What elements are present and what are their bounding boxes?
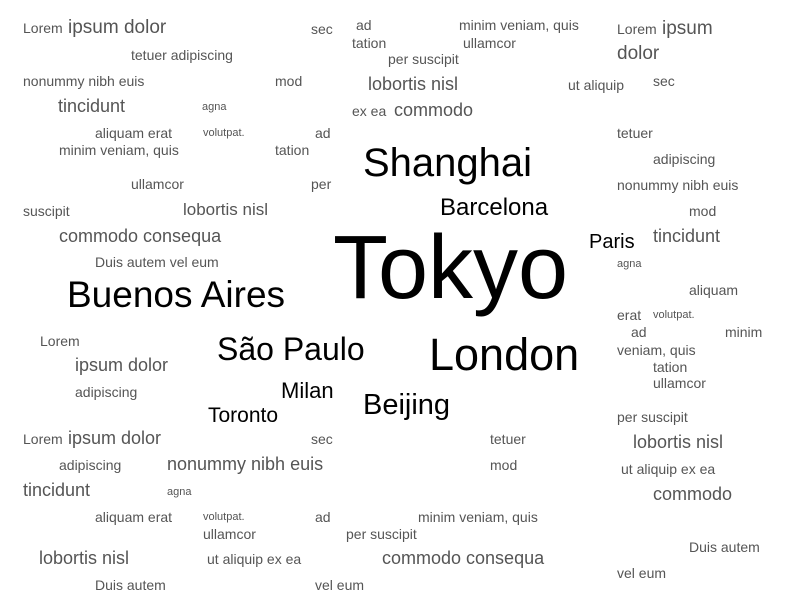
filler-word: sec bbox=[311, 431, 333, 447]
filler-word: agna bbox=[167, 486, 192, 498]
filler-word: ipsum dolor bbox=[68, 428, 162, 448]
filler-word: nonummy nibh euis bbox=[167, 454, 324, 474]
city-barcelona: Barcelona bbox=[440, 194, 549, 221]
city-sao-paulo: São Paulo bbox=[217, 331, 365, 367]
filler-word: lobortis nisl bbox=[633, 432, 724, 452]
city-london: London bbox=[429, 329, 580, 380]
filler-word: ullamcor bbox=[653, 375, 706, 391]
filler-word: per bbox=[311, 176, 332, 192]
filler-word: tation bbox=[275, 142, 310, 158]
filler-word: volutpat. bbox=[203, 127, 245, 139]
filler-word: aliquam bbox=[689, 282, 739, 298]
filler-word: adipiscing bbox=[653, 151, 716, 167]
filler-word: sec bbox=[311, 21, 333, 37]
filler-word: mod bbox=[490, 457, 518, 473]
city-shanghai: Shanghai bbox=[363, 141, 533, 185]
city-toronto: Toronto bbox=[208, 404, 279, 427]
filler-word: vel eum bbox=[617, 565, 667, 581]
filler-word: mod bbox=[689, 203, 717, 219]
filler-word: veniam, quis bbox=[617, 342, 696, 358]
filler-word: minim veniam, quis bbox=[59, 142, 179, 158]
filler-word: suscipit bbox=[23, 203, 70, 219]
filler-word: Lorem bbox=[23, 20, 63, 36]
filler-word: volutpat. bbox=[653, 309, 695, 321]
filler-word: vel eum bbox=[315, 577, 365, 593]
city-paris: Paris bbox=[589, 231, 635, 253]
filler-word: ut aliquip ex ea bbox=[207, 551, 302, 567]
filler-word: Lorem bbox=[40, 333, 80, 349]
filler-word: commodo consequa bbox=[382, 548, 545, 568]
filler-word: ex ea bbox=[352, 103, 387, 119]
filler-word: tincidunt bbox=[23, 480, 91, 500]
filler-word: tetuer bbox=[617, 125, 653, 141]
filler-word: ad bbox=[315, 509, 331, 525]
filler-word: commodo bbox=[653, 484, 733, 504]
filler-word: per suscipit bbox=[617, 409, 688, 425]
filler-word: ullamcor bbox=[131, 176, 184, 192]
filler-word: minim veniam, quis bbox=[418, 509, 538, 525]
filler-word: adipiscing bbox=[59, 457, 122, 473]
filler-word: lobortis nisl bbox=[183, 200, 269, 219]
filler-word: tincidunt bbox=[653, 226, 721, 246]
filler-word: ad bbox=[631, 324, 647, 340]
filler-word: commodo bbox=[394, 100, 474, 120]
filler-word: minim bbox=[725, 324, 763, 340]
filler-word: ad bbox=[315, 125, 331, 141]
filler-word: mod bbox=[275, 73, 303, 89]
city-beijing: Beijing bbox=[363, 389, 451, 421]
filler-word: tetuer bbox=[490, 431, 526, 447]
filler-word: volutpat. bbox=[203, 511, 245, 523]
filler-word: ut aliquip ex ea bbox=[621, 461, 716, 477]
filler-word: Duis autem vel eum bbox=[95, 254, 219, 270]
filler-word: ullamcor bbox=[203, 526, 256, 542]
filler-word: ipsum bbox=[662, 18, 713, 39]
filler-word: per suscipit bbox=[388, 51, 459, 67]
filler-word: lobortis nisl bbox=[368, 74, 459, 94]
filler-word: tetuer adipiscing bbox=[131, 47, 233, 63]
filler-word: commodo consequa bbox=[59, 226, 222, 246]
filler-word: Duis autem bbox=[95, 577, 166, 593]
filler-word: erat bbox=[617, 307, 642, 323]
filler-word: ut aliquip bbox=[568, 77, 625, 93]
filler-word: tincidunt bbox=[58, 96, 126, 116]
filler-word: ipsum dolor bbox=[68, 17, 167, 38]
city-milan: Milan bbox=[281, 378, 334, 403]
filler-word: ullamcor bbox=[463, 35, 516, 51]
filler-word: Lorem bbox=[23, 431, 63, 447]
filler-word: lobortis nisl bbox=[39, 548, 130, 568]
filler-word: agna bbox=[202, 101, 227, 113]
filler-word: minim veniam, quis bbox=[459, 17, 579, 33]
filler-word: tation bbox=[352, 35, 387, 51]
filler-word: sec bbox=[653, 73, 675, 89]
city-tokyo: Tokyo bbox=[333, 218, 569, 318]
filler-word: Duis autem bbox=[689, 539, 760, 555]
filler-word: tation bbox=[653, 359, 688, 375]
city-buenos-aires: Buenos Aires bbox=[67, 274, 286, 315]
filler-word: ipsum dolor bbox=[75, 355, 169, 375]
filler-word: nonummy nibh euis bbox=[617, 177, 739, 193]
filler-word: adipiscing bbox=[75, 384, 138, 400]
filler-word: aliquam erat bbox=[95, 509, 173, 525]
filler-word: nonummy nibh euis bbox=[23, 73, 145, 89]
filler-word: per suscipit bbox=[346, 526, 417, 542]
filler-word: ad bbox=[356, 17, 372, 33]
filler-word: dolor bbox=[617, 43, 660, 64]
filler-word: Lorem bbox=[617, 21, 657, 37]
filler-word: aliquam erat bbox=[95, 125, 173, 141]
filler-word: agna bbox=[617, 258, 642, 270]
